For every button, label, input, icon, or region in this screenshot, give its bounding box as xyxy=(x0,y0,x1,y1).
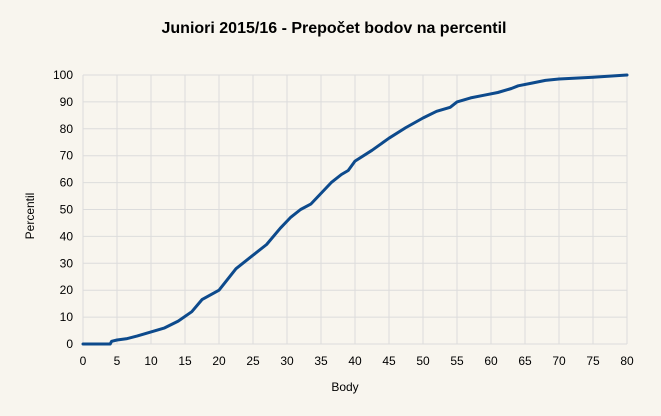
x-tick-label: 35 xyxy=(314,354,328,368)
y-tick-label: 90 xyxy=(60,95,74,109)
x-tick-label: 30 xyxy=(280,354,294,368)
gridlines xyxy=(82,74,628,345)
x-tick-label: 25 xyxy=(246,354,260,368)
x-tick-labels: 0 5 10 15 20 25 30 35 40 45 50 55 60 65 70 75 80 xyxy=(80,354,634,368)
x-tick-label: 5 xyxy=(114,354,121,368)
x-tick-label: 70 xyxy=(552,354,566,368)
x-tick-label: 55 xyxy=(450,354,464,368)
x-tick-label: 65 xyxy=(518,354,532,368)
y-tick-labels: 0 10 20 30 40 50 60 70 80 90 100 xyxy=(53,68,73,351)
y-tick-label: 80 xyxy=(60,122,74,136)
y-tick-label: 30 xyxy=(60,256,74,270)
y-tick-label: 20 xyxy=(60,283,74,297)
x-tick-label: 15 xyxy=(178,354,192,368)
x-tick-label: 80 xyxy=(620,354,634,368)
x-tick-label: 10 xyxy=(144,354,158,368)
x-tick-label: 45 xyxy=(382,354,396,368)
y-tick-label: 50 xyxy=(60,203,74,217)
series-line xyxy=(81,73,629,346)
y-tick-label: 60 xyxy=(60,176,74,190)
y-tick-label: 100 xyxy=(53,68,73,82)
x-tick-label: 60 xyxy=(484,354,498,368)
x-axis-label: Body xyxy=(331,380,358,394)
series-layer xyxy=(81,73,629,346)
y-tick-label: 70 xyxy=(60,149,74,163)
y-tick-label: 0 xyxy=(66,337,73,351)
y-axis-label: Percentil xyxy=(23,193,37,240)
x-tick-label: 40 xyxy=(348,354,362,368)
x-tick-label: 75 xyxy=(586,354,600,368)
x-tick-label: 20 xyxy=(212,354,226,368)
x-tick-label: 50 xyxy=(416,354,430,368)
x-tick-label: 0 xyxy=(80,354,87,368)
y-tick-label: 10 xyxy=(60,310,74,324)
chart-title: Juniori 2015/16 - Prepočet bodov na perc… xyxy=(162,20,507,37)
y-tick-label: 40 xyxy=(60,229,74,243)
